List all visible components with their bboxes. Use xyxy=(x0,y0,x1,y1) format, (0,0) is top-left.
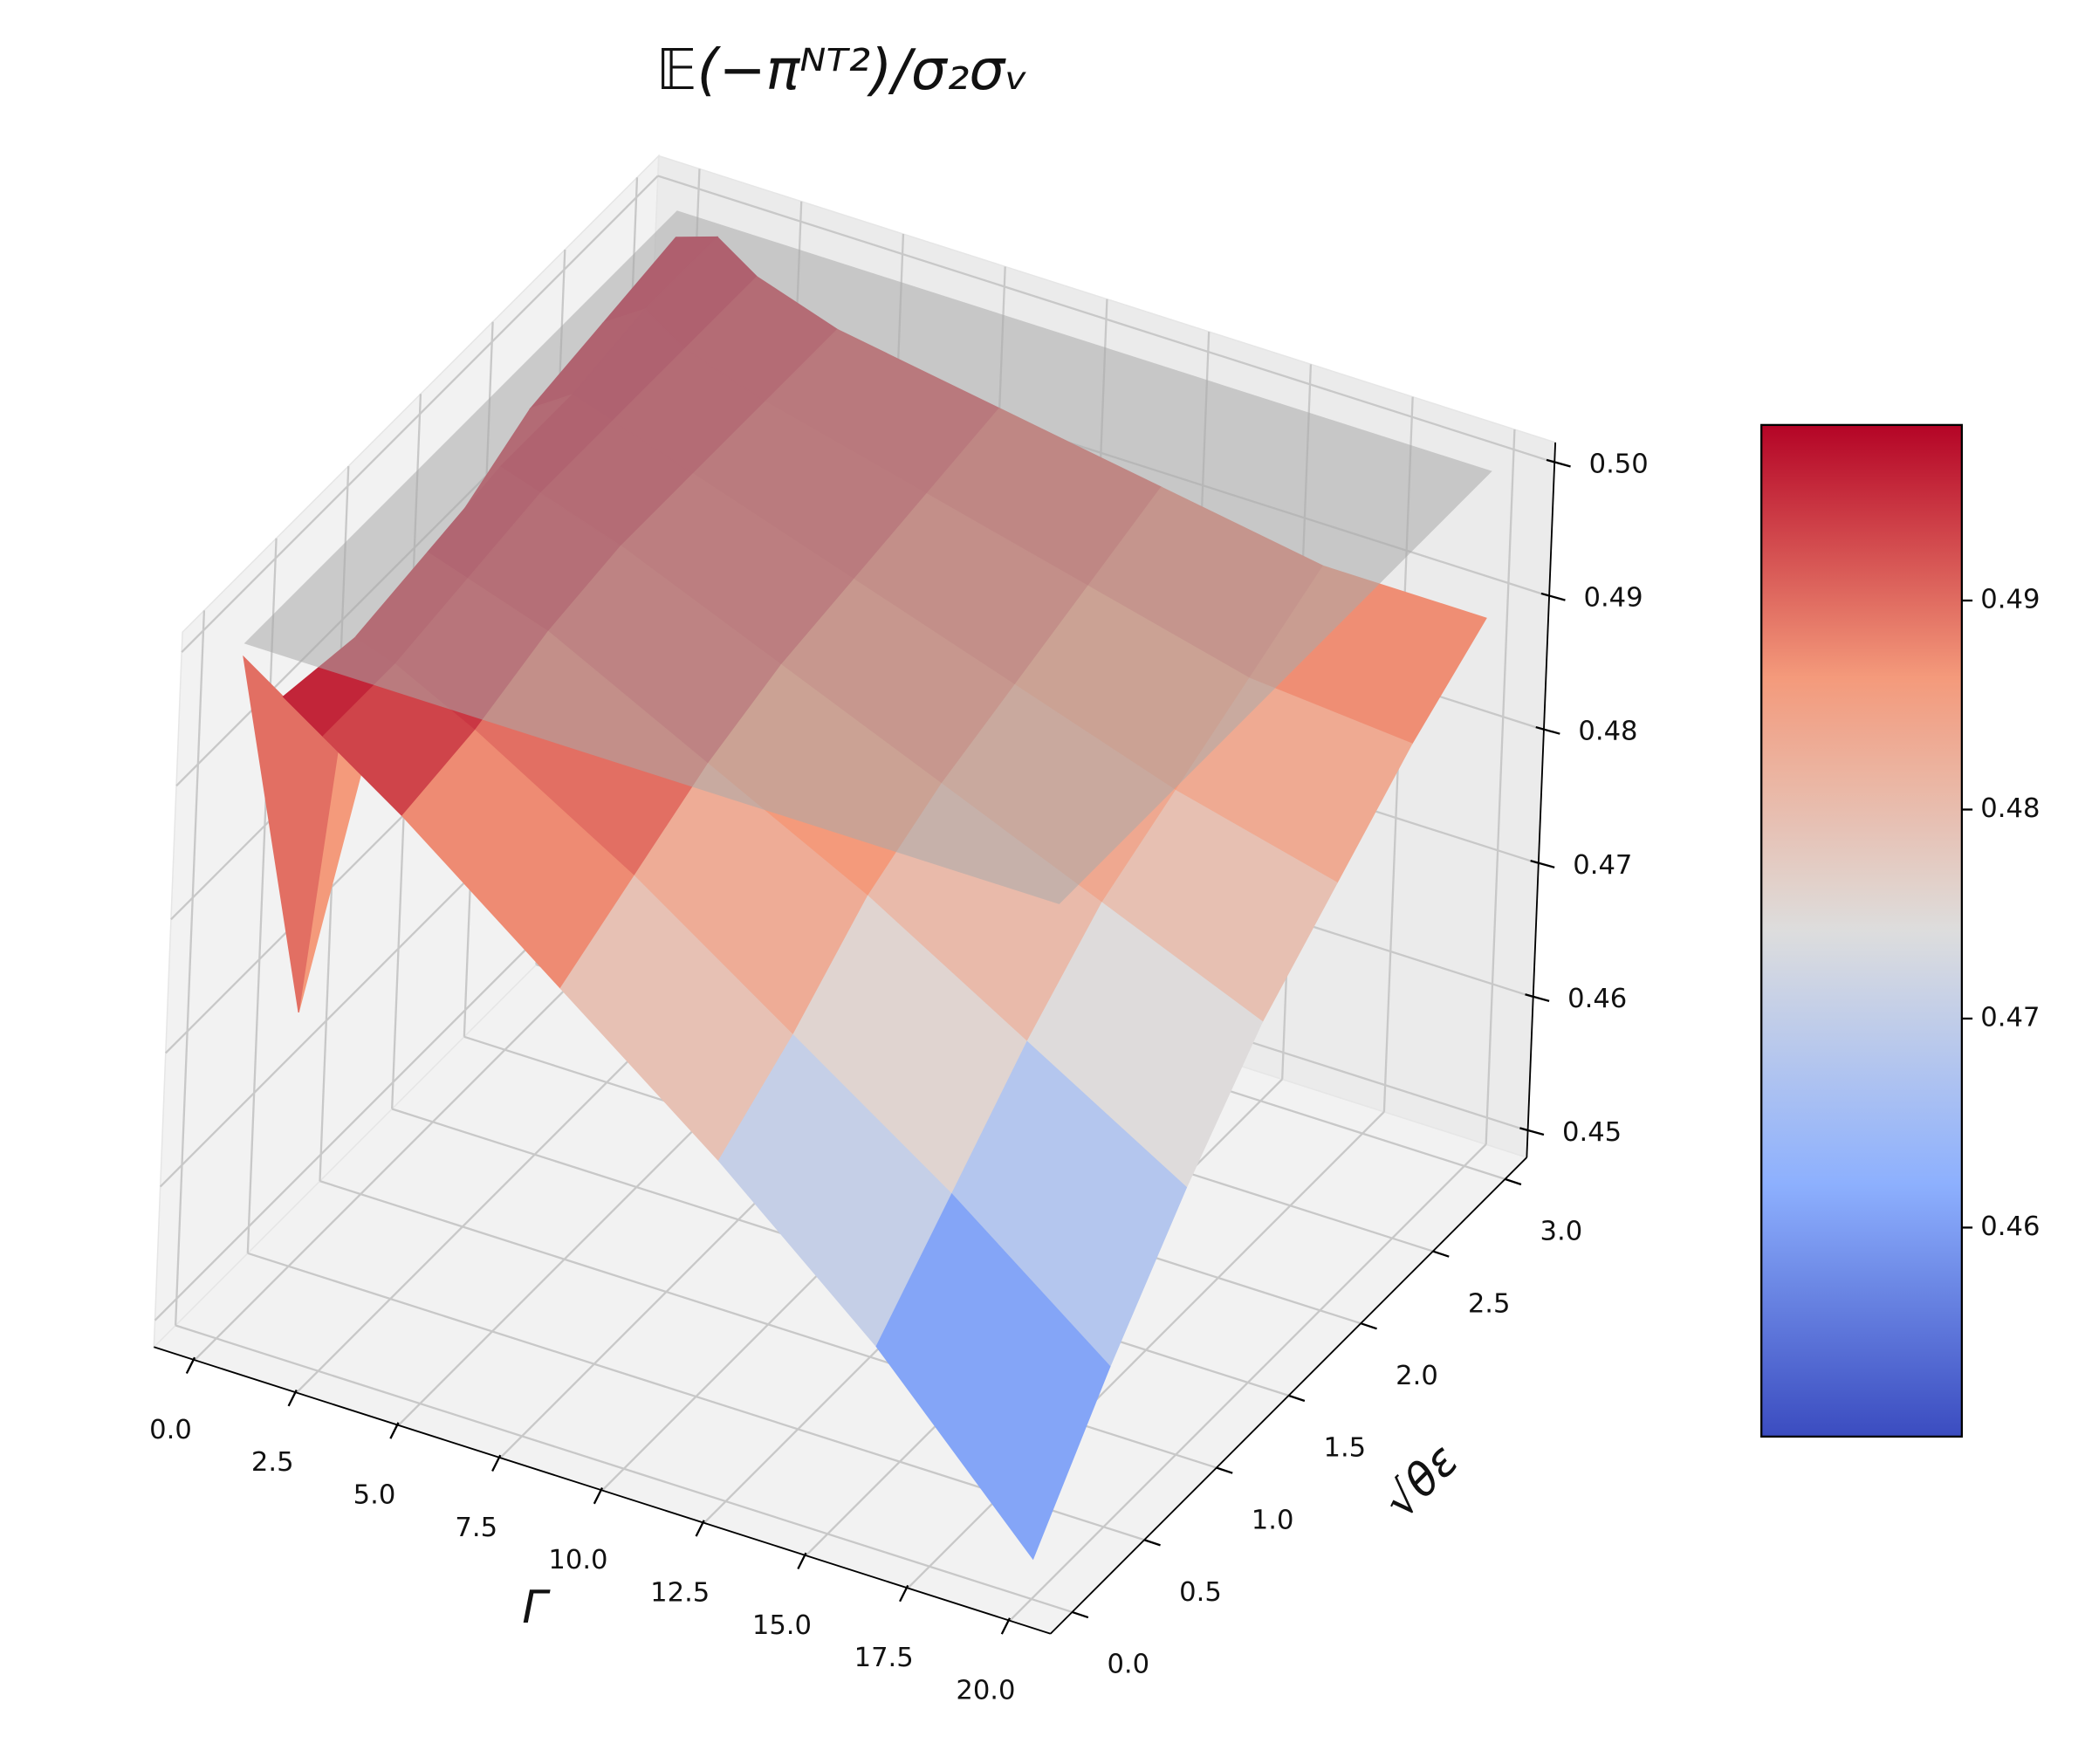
z-tick-label: 0.48 xyxy=(1578,717,1637,747)
z-tick-label: 0.49 xyxy=(1583,583,1643,614)
surface xyxy=(243,210,1492,1561)
colorbar xyxy=(1760,423,1964,1438)
colorbar: 0.46 0.47 0.48 0.49 xyxy=(1760,423,2040,1438)
z-tick-label: 0.46 xyxy=(1567,984,1627,1014)
z-tick xyxy=(1535,725,1560,735)
y-tick-label: 0.0 xyxy=(1107,1650,1149,1680)
x-tick-label: 20.0 xyxy=(956,1675,1015,1706)
x-tick-label: 10.0 xyxy=(548,1545,607,1575)
surface-patch xyxy=(875,1193,1111,1561)
y-tick xyxy=(1505,1177,1522,1186)
reference-plane xyxy=(243,210,1492,904)
y-axis-label: √θε xyxy=(1375,1434,1469,1528)
x-tick-label: 0.0 xyxy=(149,1415,192,1445)
y-tick xyxy=(1432,1250,1450,1258)
x-tick-label: 2.5 xyxy=(251,1447,294,1478)
grid-line xyxy=(246,538,278,1253)
y-tick xyxy=(1072,1610,1089,1619)
z-tick-label: 0.45 xyxy=(1562,1117,1622,1148)
grid-line xyxy=(657,175,1555,463)
axes: 0.0 2.5 5.0 7.5 10.0 12.5 15.0 17.5 20.0 0.0 0.5 1.… xyxy=(149,442,1649,1706)
y-tick-label: 1.5 xyxy=(1323,1433,1366,1464)
x-tick-label: 17.5 xyxy=(854,1643,914,1673)
z-tick-label: 0.47 xyxy=(1573,850,1632,881)
y-tick-label: 2.0 xyxy=(1396,1361,1438,1391)
x-axis-label: Γ xyxy=(522,1582,551,1634)
colorbar-tick-label: 0.47 xyxy=(1980,1002,2040,1033)
y-tick-label: 2.5 xyxy=(1468,1288,1511,1319)
grid-line xyxy=(175,1324,1073,1614)
z-axis-line xyxy=(1526,442,1557,1158)
z-tick xyxy=(1540,592,1566,601)
z-tick xyxy=(1519,1127,1545,1136)
z-tick-label: 0.50 xyxy=(1589,449,1649,479)
z-tick xyxy=(1546,458,1571,468)
x-tick-label: 5.0 xyxy=(353,1480,396,1511)
grid-line xyxy=(1485,429,1516,1145)
colorbar-tick-label: 0.49 xyxy=(1980,585,2040,615)
y-tick xyxy=(1143,1539,1161,1547)
y-tick xyxy=(1288,1394,1306,1403)
y-tick-label: 3.0 xyxy=(1540,1217,1583,1247)
x-tick-label: 7.5 xyxy=(455,1513,497,1543)
grid-line xyxy=(181,175,659,653)
y-tick xyxy=(1360,1322,1377,1330)
colorbar-tick-label: 0.46 xyxy=(1980,1211,2040,1242)
colorbar-tick-label: 0.48 xyxy=(1980,793,2040,824)
x-axis-line xyxy=(154,1346,1051,1635)
z-tick xyxy=(1530,860,1555,868)
y-tick xyxy=(1216,1466,1233,1474)
chart-title: 𝔼(−πᴺᵀ²)/σ₂σᵥ xyxy=(656,38,1028,103)
y-tick-label: 1.0 xyxy=(1252,1505,1294,1535)
y-axis-line xyxy=(1050,1157,1528,1635)
x-tick-label: 15.0 xyxy=(752,1610,812,1641)
grid-line xyxy=(175,610,206,1326)
z-tick xyxy=(1525,993,1550,1003)
y-tick-label: 0.5 xyxy=(1179,1577,1222,1608)
x-tick-label: 12.5 xyxy=(650,1577,710,1608)
